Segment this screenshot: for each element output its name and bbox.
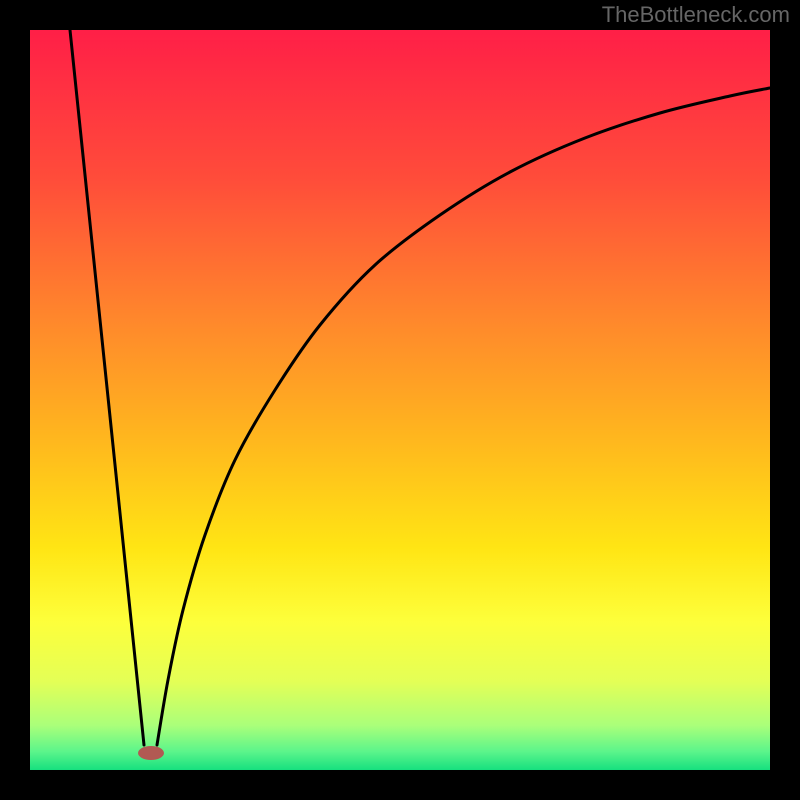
chart-container: TheBottleneck.com [0, 0, 800, 800]
plot-area [30, 30, 770, 770]
chart-svg [0, 0, 800, 800]
bottleneck-marker [138, 746, 164, 760]
